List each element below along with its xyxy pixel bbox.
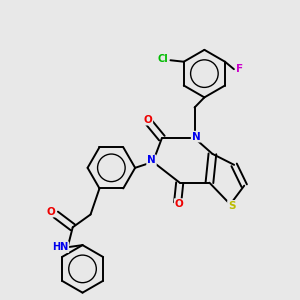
Text: O: O	[175, 199, 184, 209]
Text: O: O	[47, 206, 56, 217]
Text: F: F	[236, 64, 243, 74]
Text: S: S	[228, 201, 236, 211]
Text: N: N	[147, 155, 156, 165]
Text: Cl: Cl	[158, 54, 168, 64]
Text: O: O	[143, 115, 152, 125]
Text: N: N	[192, 132, 200, 142]
Text: HN: HN	[52, 242, 68, 252]
